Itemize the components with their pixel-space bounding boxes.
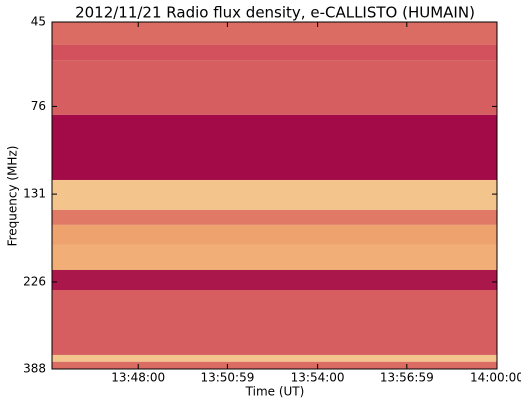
spectrum-band bbox=[52, 114, 497, 180]
x-tick-label: 13:50:59 bbox=[200, 371, 254, 385]
y-tick-label: 131 bbox=[23, 187, 46, 201]
y-tick-label: 45 bbox=[31, 15, 46, 29]
x-tick-label: 13:48:00 bbox=[111, 371, 165, 385]
spectrum-band bbox=[52, 209, 497, 225]
x-tick-label: 13:56:59 bbox=[380, 371, 434, 385]
y-tick-label: 388 bbox=[23, 362, 46, 376]
spectrum-band bbox=[52, 290, 497, 355]
spectrum-band bbox=[52, 224, 497, 245]
spectrum-band bbox=[52, 60, 497, 115]
spectrum-band bbox=[52, 179, 497, 210]
spectrum-band bbox=[52, 354, 497, 362]
spectrum-band bbox=[52, 361, 497, 369]
spectrum-band bbox=[52, 269, 497, 291]
spectrum-band bbox=[52, 244, 497, 270]
y-axis-label: Frequency (MHz) bbox=[6, 146, 20, 247]
plot-frame bbox=[51, 21, 498, 370]
x-tick-label: 14:00:00 bbox=[470, 371, 521, 385]
y-tick-label: 76 bbox=[31, 99, 46, 113]
spectrum-band bbox=[52, 44, 497, 61]
chart-title: 2012/11/21 Radio flux density, e-CALLIST… bbox=[75, 4, 475, 22]
x-tick-label: 13:54:00 bbox=[291, 371, 345, 385]
x-axis-label: Time (UT) bbox=[245, 385, 305, 399]
plot-area bbox=[52, 22, 497, 369]
y-tick-label: 226 bbox=[23, 274, 46, 288]
spectrum-band bbox=[52, 22, 497, 45]
